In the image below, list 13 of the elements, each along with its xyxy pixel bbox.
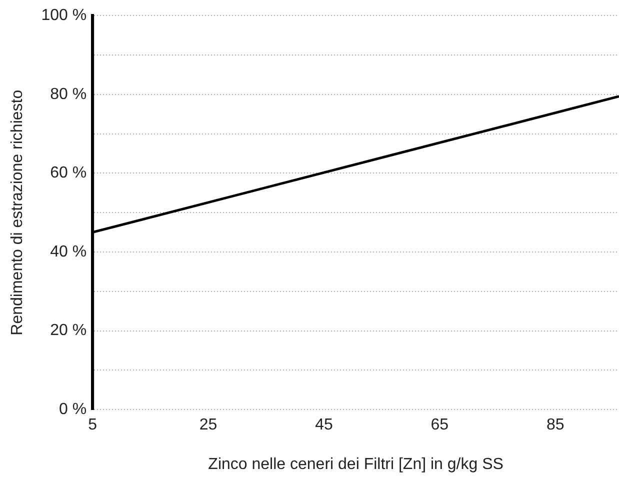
x-tick-label: 65 xyxy=(430,416,449,434)
y-tick-label: 60 % xyxy=(50,164,87,182)
x-tick-label: 5 xyxy=(88,416,98,434)
x-tick-label: 25 xyxy=(199,416,218,434)
x-axis-title: Zinco nelle ceneri dei Filtri [Zn] in g/kg SS xyxy=(208,456,504,473)
y-tick-label: 0 % xyxy=(58,401,87,418)
y-tick-label: 20 % xyxy=(50,322,87,340)
y-tick-label: 100 % xyxy=(41,7,87,24)
y-tick-label: 80 % xyxy=(50,86,87,103)
y-axis-title: Rendimento di estrazione richiesto xyxy=(9,90,26,336)
x-tick-label: 45 xyxy=(315,416,333,434)
x-tick-label: 85 xyxy=(546,416,564,434)
y-tick-label: 40 % xyxy=(50,243,87,260)
